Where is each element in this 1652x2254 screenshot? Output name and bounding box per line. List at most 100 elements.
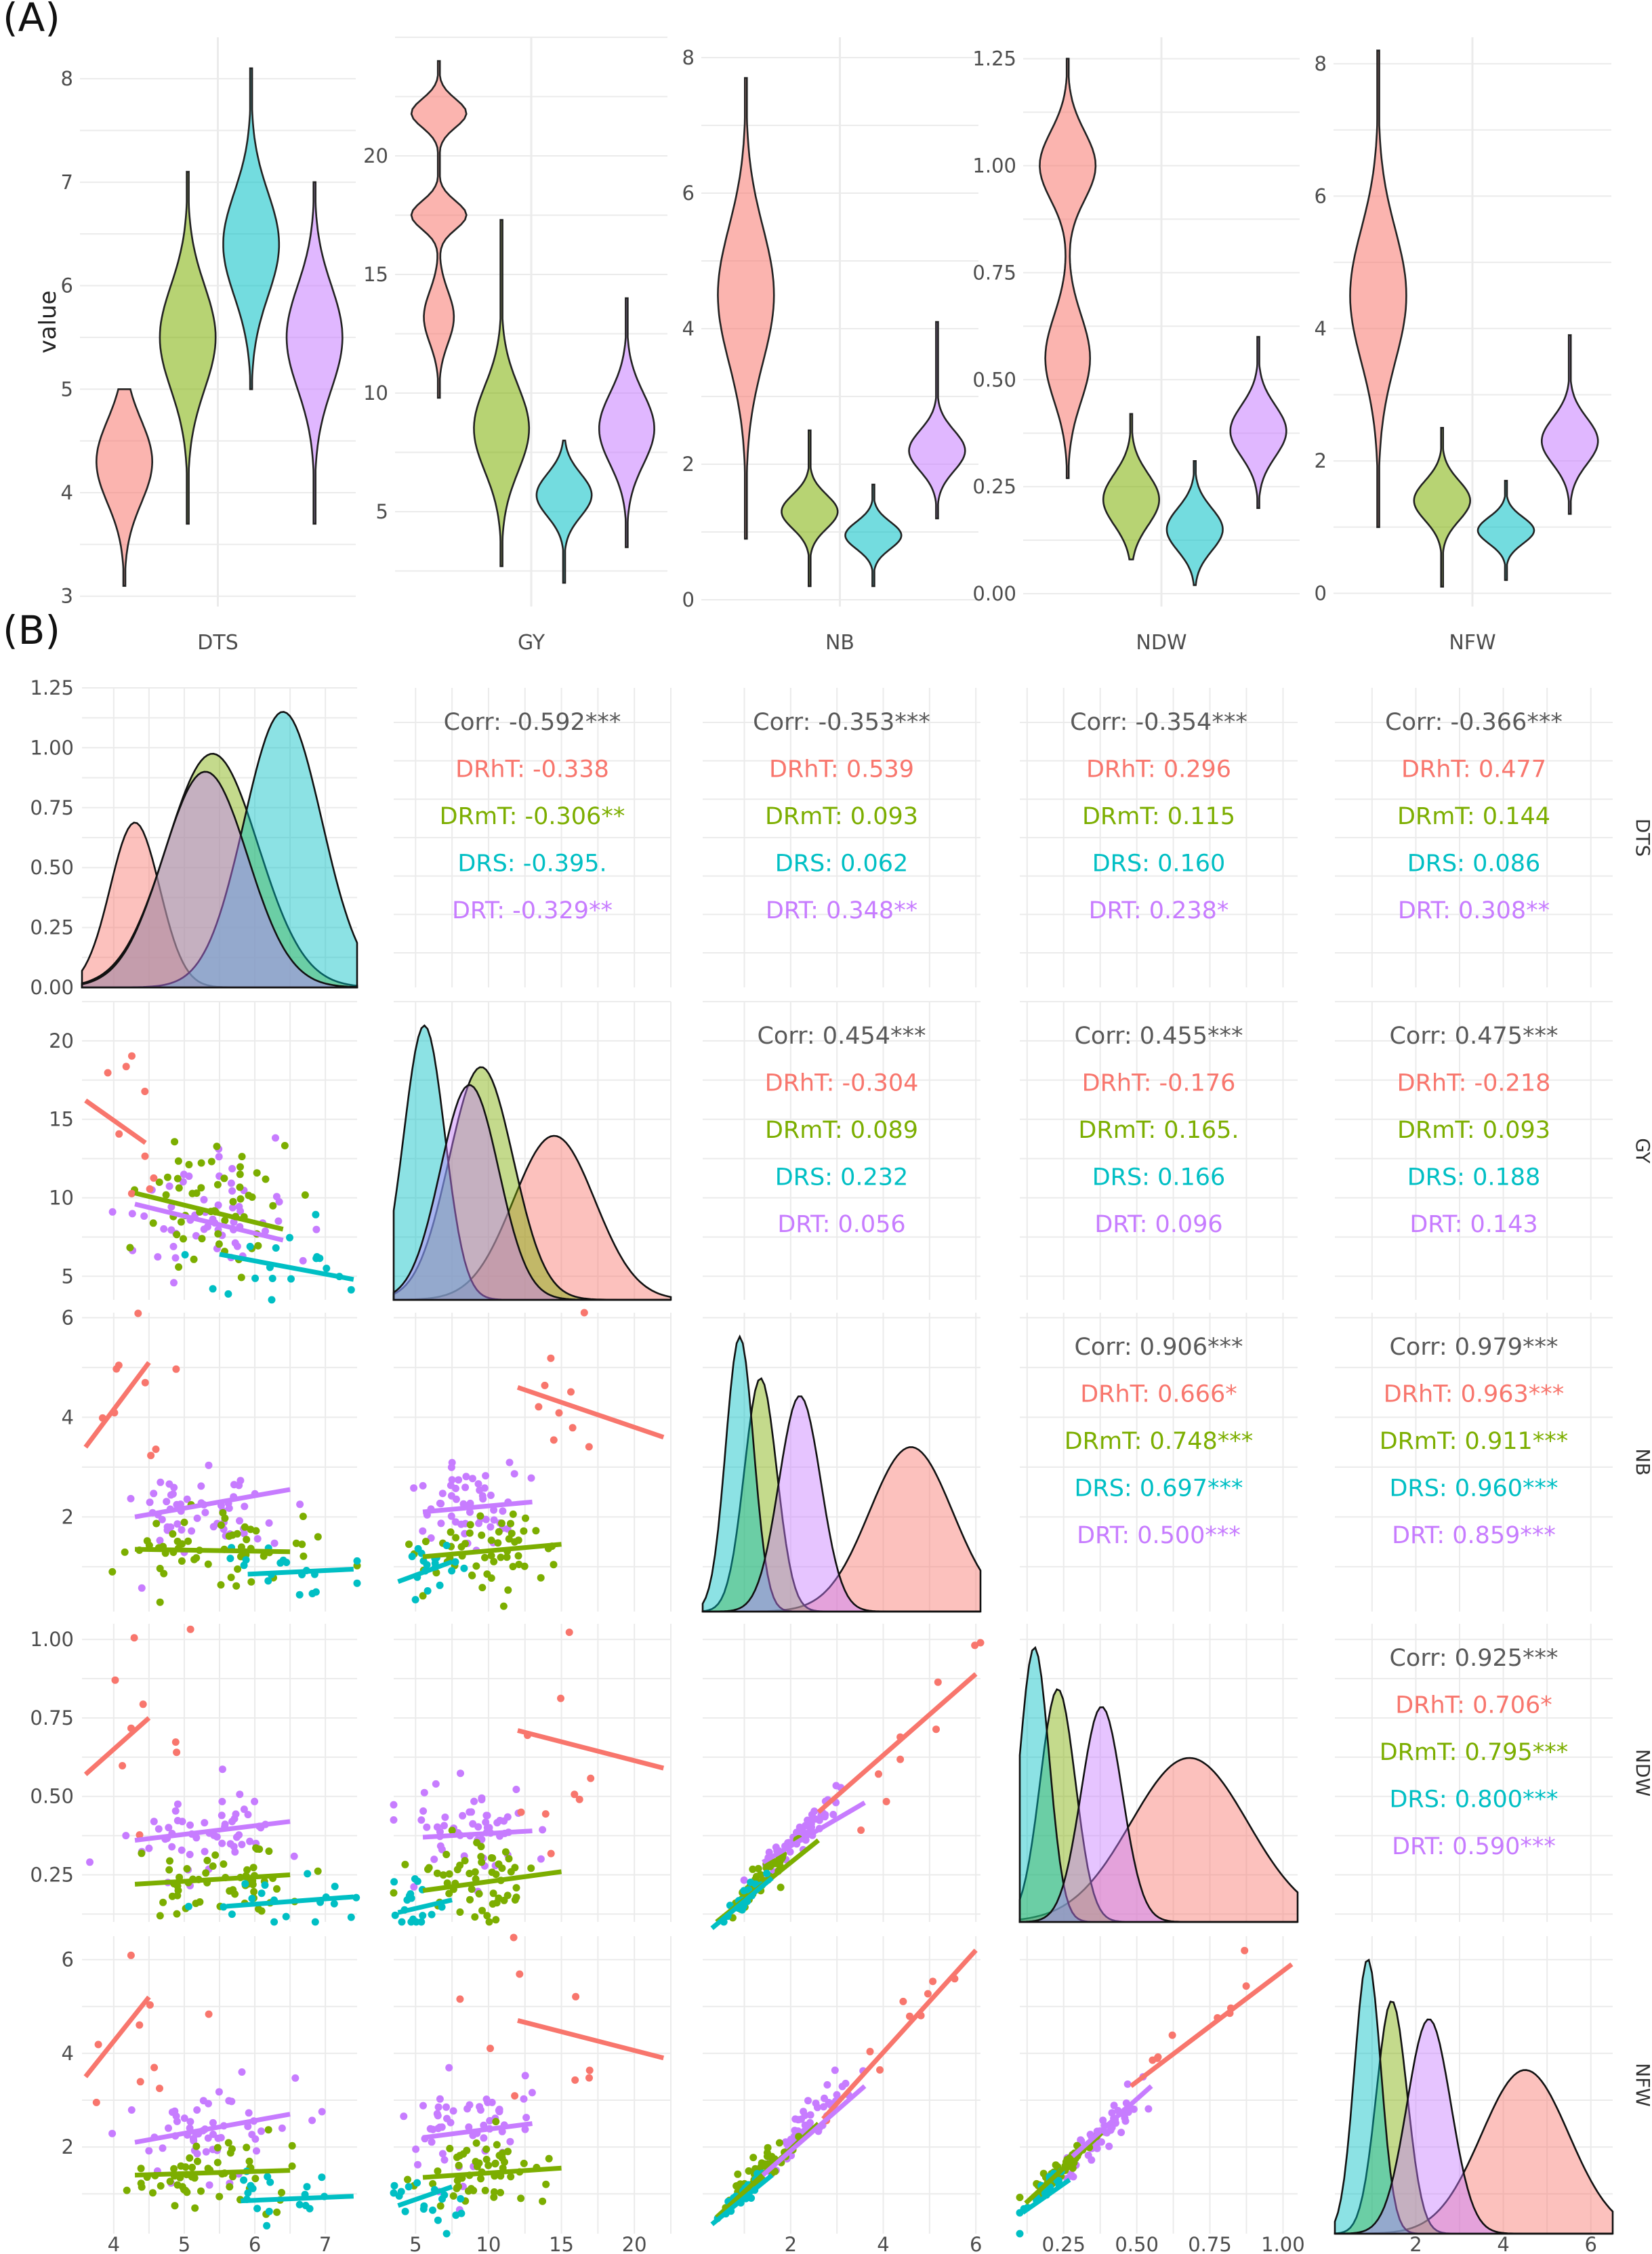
y-tick-ndw-0-50: 0.50 bbox=[30, 1785, 74, 1808]
scatter-point-nb-dts-drmt bbox=[300, 1552, 308, 1560]
scatter-point-nfw-gy-drmt bbox=[436, 2202, 445, 2210]
scatter-point-nfw-gy-drt bbox=[412, 2145, 420, 2153]
scatter-point-nb-gy-drmt bbox=[487, 1552, 495, 1559]
scatter-point-nfw-gy-drt bbox=[436, 2095, 444, 2103]
scatter-point-nb-dts-drs bbox=[279, 1556, 287, 1564]
scatter-point-nfw-nb-drmt bbox=[763, 2149, 771, 2156]
scatter-point-ndw-dts-drmt bbox=[243, 1866, 251, 1874]
violin-nb-drht bbox=[717, 77, 775, 540]
scatter-point-ndw-dts-drs bbox=[270, 1918, 278, 1926]
x-tick-ndw-0-50: 0.50 bbox=[1115, 2233, 1159, 2254]
corr-drht-gy-ndw: DRhT: -0.176 bbox=[1082, 1070, 1236, 1097]
scatter-point-nfw-dts-drt bbox=[228, 2097, 236, 2106]
scatter-point-gy-dts-drt bbox=[185, 1172, 193, 1181]
corr-drmt-gy-nb: DRmT: 0.089 bbox=[765, 1117, 918, 1144]
scatter-point-ndw-dts-drmt bbox=[273, 1885, 281, 1893]
corr-drs-nb-ndw: DRS: 0.697*** bbox=[1074, 1475, 1243, 1502]
regression-line-nb-gy-drs bbox=[397, 1559, 453, 1584]
scatter-point-nfw-dts-drt bbox=[245, 2109, 253, 2117]
scatter-point-ndw-dts-drs bbox=[352, 1893, 360, 1902]
scatter-point-nb-gy-drmt bbox=[483, 1570, 491, 1578]
scatter-point-nfw-gy-drt bbox=[438, 2123, 446, 2131]
scatter-point-ndw-dts-drs bbox=[311, 1918, 319, 1926]
scatter-point-nb-dts-drt bbox=[265, 1519, 273, 1527]
scatter-point-nfw-dts-drt bbox=[209, 2118, 217, 2127]
density-dts-drmt bbox=[81, 752, 358, 989]
scatter-point-nb-dts-drt bbox=[253, 1535, 262, 1543]
corr-drt-dts-nb: DRT: 0.348** bbox=[766, 897, 917, 924]
scatter-point-nb-gy-drmt bbox=[476, 1512, 484, 1520]
scatter-point-gy-dts-drmt bbox=[190, 1255, 198, 1263]
scatter-point-ndw-nb-drmt bbox=[766, 1862, 775, 1870]
scatter-point-nfw-dts-drt bbox=[291, 2074, 300, 2082]
scatter-point-gy-dts-drmt bbox=[214, 1230, 222, 1238]
scatter-point-ndw-dts-drt bbox=[232, 1810, 240, 1818]
scatter-point-nb-gy-drmt bbox=[419, 1592, 427, 1600]
scatter-point-nfw-ndw-drht bbox=[1241, 1946, 1249, 1954]
violin-nb-drt bbox=[908, 321, 966, 520]
scatter-point-gy-dts-drht bbox=[115, 1130, 123, 1138]
scatter-point-nb-dts-drs bbox=[264, 1577, 272, 1585]
scatter-point-gy-dts-drt bbox=[171, 1254, 180, 1262]
panel-label-b: (B) bbox=[3, 607, 61, 653]
scatter-point-nb-dts-drmt bbox=[169, 1530, 177, 1538]
regression-line-ndw-dts-drht bbox=[83, 1716, 151, 1776]
scatter-point-nfw-gy-drmt bbox=[481, 2186, 489, 2194]
y-tick-nfw-2: 2 bbox=[1315, 449, 1327, 472]
scatter-point-nfw-dts-drt bbox=[257, 2127, 265, 2135]
scatter-point-nfw-nb-drt bbox=[800, 2108, 808, 2116]
scatter-point-gy-dts-drmt bbox=[174, 1157, 182, 1165]
scatter-point-ndw-dts-drht bbox=[119, 1762, 127, 1769]
scatter-point-gy-dts-drt bbox=[272, 1134, 279, 1142]
regression-line-nfw-gy-drs bbox=[397, 2184, 453, 2208]
x-tick-gy-5: 5 bbox=[409, 2233, 421, 2254]
scatter-point-nfw-gy-drs bbox=[390, 2181, 398, 2190]
scatter-point-ndw-dts-drmt bbox=[209, 1862, 217, 1870]
scatter-point-nfw-ndw-drt bbox=[1099, 2116, 1107, 2125]
corr-drs-gy-nfw: DRS: 0.188 bbox=[1407, 1164, 1541, 1191]
violin-gy-drht bbox=[410, 60, 468, 399]
scatter-point-nfw-gy-drmt bbox=[491, 2159, 499, 2167]
scatter-point-nb-gy-drmt bbox=[507, 1519, 514, 1528]
scatter-point-nfw-gy-drmt bbox=[453, 2177, 461, 2185]
corr-drt-gy-nfw: DRT: 0.143 bbox=[1409, 1211, 1537, 1238]
scatter-point-ndw-gy-drmt bbox=[468, 1885, 476, 1893]
scatter-point-ndw-gy-drmt bbox=[489, 1854, 497, 1862]
scatter-point-nfw-gy-drt bbox=[438, 2150, 447, 2158]
scatter-point-nfw-dts-drht bbox=[127, 1951, 135, 1959]
scatter-point-ndw-dts-drmt bbox=[203, 1856, 211, 1864]
scatter-point-nb-gy-drht bbox=[555, 1409, 563, 1417]
scatter-point-nb-gy-drmt bbox=[520, 1527, 528, 1535]
scatter-point-nfw-gy-drmt bbox=[545, 2154, 553, 2163]
scatter-point-ndw-dts-drmt bbox=[173, 1910, 181, 1918]
y-tick-dts-7: 7 bbox=[61, 171, 73, 194]
scatter-point-gy-dts-drmt bbox=[180, 1235, 187, 1243]
scatter-point-gy-dts-drmt bbox=[163, 1173, 171, 1181]
scatter-point-ndw-gy-drt bbox=[482, 1811, 491, 1820]
scatter-point-nb-gy-drmt bbox=[520, 1562, 529, 1570]
scatter-point-ndw-dts-drt bbox=[186, 1821, 194, 1829]
scatter-point-nfw-gy-drt bbox=[434, 2103, 442, 2111]
scatter-point-gy-dts-drmt bbox=[149, 1219, 157, 1227]
scatter-point-nb-dts-drmt bbox=[121, 1548, 129, 1556]
scatter-point-gy-dts-drmt bbox=[173, 1174, 182, 1183]
scatter-point-gy-dts-drt bbox=[312, 1225, 321, 1233]
scatter-point-ndw-dts-drmt bbox=[211, 1851, 220, 1859]
scatter-point-nb-dts-drmt bbox=[190, 1555, 199, 1563]
scatter-point-gy-dts-drht bbox=[141, 1088, 149, 1095]
y-tick-ndw-0-75: 0.75 bbox=[30, 1706, 74, 1729]
regression-line-nb-dts-drmt bbox=[135, 1546, 291, 1555]
scatter-point-nfw-dts-drs bbox=[318, 2173, 326, 2181]
scatter-point-nfw-gy-drs bbox=[457, 2209, 466, 2217]
density-ndw-drht bbox=[1018, 1757, 1299, 1923]
scatter-point-nfw-dts-drt bbox=[318, 2108, 326, 2116]
scatter-point-nfw-ndw-drt bbox=[1069, 2173, 1077, 2181]
scatter-point-ndw-dts-drt bbox=[240, 1805, 248, 1814]
scatter-point-nb-gy-drht bbox=[535, 1403, 543, 1411]
y-tick-dts-1-00: 1.00 bbox=[30, 736, 74, 759]
scatter-point-ndw-nb-drht bbox=[882, 1797, 890, 1805]
regression-line-nfw-nb-drht bbox=[821, 1948, 978, 2120]
scatter-point-gy-dts-drt bbox=[165, 1182, 173, 1190]
regression-line-ndw-gy-drht bbox=[517, 1728, 665, 1771]
scatter-point-gy-dts-drt bbox=[140, 1212, 148, 1220]
